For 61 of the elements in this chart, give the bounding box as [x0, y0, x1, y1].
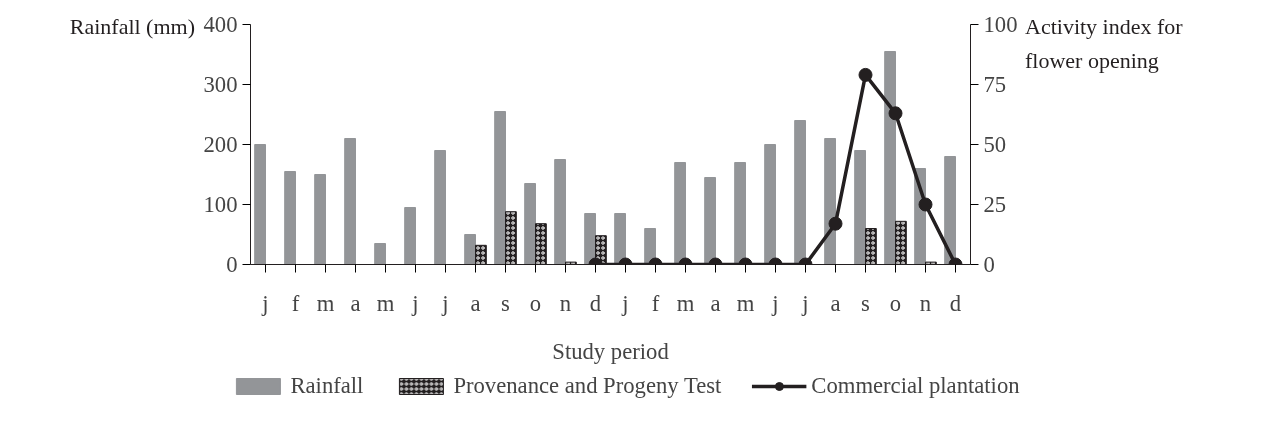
bar — [884, 51, 896, 265]
bar — [434, 150, 446, 265]
x-tick-label: a — [830, 290, 841, 316]
x-tick-label: j — [801, 290, 809, 316]
x-tick-label: j — [441, 290, 449, 316]
legend-label: Commercial plantation — [811, 373, 1020, 399]
y-tick-label: 400 — [203, 12, 238, 37]
x-tick-label: o — [529, 290, 542, 316]
bar — [824, 138, 836, 265]
y2-tick-label: 100 — [983, 12, 1018, 37]
x-tick-label: j — [771, 290, 779, 316]
y2-tick-label: 50 — [983, 132, 1007, 157]
y-tick-label: 100 — [203, 192, 238, 217]
bar — [944, 156, 956, 265]
x-tick-label: m — [676, 290, 695, 316]
x-tick-label: j — [261, 290, 269, 316]
x-tick-label: m — [736, 290, 755, 316]
legend-label: Rainfall — [290, 373, 364, 399]
x-tick-label: n — [919, 290, 932, 316]
x-tick-label: a — [470, 290, 481, 316]
x-tick-label: m — [376, 290, 395, 316]
bar — [704, 177, 716, 265]
legend-label: Provenance and Progeny Test — [453, 373, 722, 399]
y-tick-label: 0 — [226, 252, 238, 277]
x-tick-label: a — [350, 290, 361, 316]
x-tick-label: d — [589, 290, 602, 316]
bar — [344, 138, 356, 265]
y2-tick-label: 75 — [983, 72, 1007, 97]
bar — [674, 162, 686, 265]
y2-tick-label: 25 — [983, 192, 1007, 217]
x-tick-label: f — [651, 290, 660, 316]
bar — [734, 162, 746, 265]
point — [858, 67, 873, 82]
bar — [494, 111, 506, 265]
x-tick-label: j — [621, 290, 629, 316]
x-tick-label: n — [559, 290, 572, 316]
bar — [404, 207, 416, 265]
point — [888, 106, 903, 121]
bar — [254, 144, 266, 265]
x-tick-label: f — [291, 290, 300, 316]
x-tick-label: o — [889, 290, 902, 316]
y2-axis-title: Activity index for flower opening — [1025, 13, 1184, 75]
x-tick-label: j — [411, 290, 419, 316]
x-tick-label: d — [949, 290, 962, 316]
bar — [794, 120, 806, 265]
bar — [554, 159, 566, 265]
bar — [764, 144, 776, 265]
y-tick-label: 200 — [203, 132, 238, 157]
y2-tick-label: 0 — [983, 252, 995, 277]
bar — [284, 171, 296, 265]
x-tick-label: s — [501, 290, 510, 316]
bar — [614, 213, 626, 265]
y-tick-label: 300 — [203, 72, 238, 97]
x-tick-label: a — [710, 290, 721, 316]
bar — [854, 150, 866, 265]
x-tick-label: s — [861, 290, 870, 316]
y-axis-title: Rainfall (mm) — [69, 13, 195, 41]
bar — [374, 243, 386, 265]
bar — [314, 174, 326, 265]
x-axis-title: Study period — [552, 338, 670, 364]
x-tick-label: m — [316, 290, 335, 316]
